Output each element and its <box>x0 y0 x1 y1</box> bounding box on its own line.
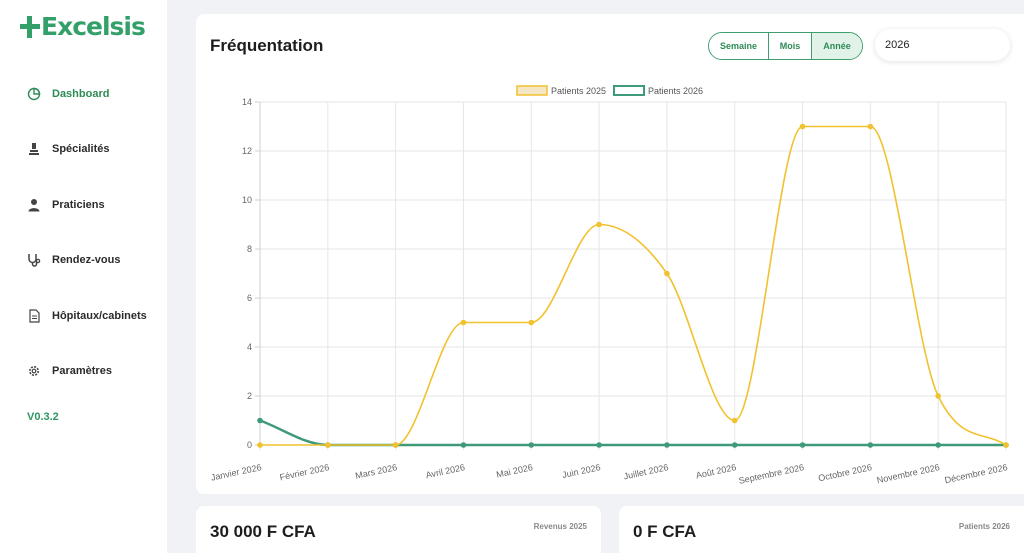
x-tick-label: Mai 2026 <box>495 462 533 479</box>
stat-value: 0 F CFA <box>633 522 697 541</box>
data-point-2026 <box>528 442 535 448</box>
sidebar-item-label: Hôpitaux/cabinets <box>52 309 147 322</box>
stat-label: Patients 2026 <box>958 522 1010 531</box>
x-tick-label: Mars 2026 <box>354 462 398 481</box>
series-line-2025 <box>260 125 1007 446</box>
sidebar-item-label: Rendez-vous <box>52 254 121 267</box>
stat-card-patients: 0 F CFA Patients 2026 <box>619 506 1024 553</box>
x-tick-label: Avril 2026 <box>425 462 466 480</box>
sidebar-item-rendez-vous[interactable]: Rendez-vous <box>0 233 167 289</box>
sidebar-nav: Dashboard Spécialités Praticiens Rendez-… <box>0 66 167 399</box>
sidebar-item-label: Paramètres <box>52 365 112 378</box>
period-button-mois[interactable]: Mois <box>769 33 812 59</box>
y-tick-label: 2 <box>247 391 252 401</box>
data-point-2025 <box>799 123 806 130</box>
x-tick-label: Juin 2026 <box>561 462 601 480</box>
app-version: V0.3.2 <box>27 411 59 423</box>
sidebar-item-label: Praticiens <box>52 198 105 211</box>
sidebar-item-parametres[interactable]: Paramètres <box>0 344 167 400</box>
stat-label: Revenus 2025 <box>533 522 587 531</box>
legend-label-2025: Patients 2025 <box>551 86 606 96</box>
logo-text: Excelsis <box>41 12 146 41</box>
app-logo[interactable]: Excelsis <box>20 12 146 41</box>
stethoscope-icon <box>26 253 41 268</box>
data-point-2025 <box>1003 442 1009 448</box>
frequentation-card: Fréquentation Semaine Mois Année 2026 0 2… <box>196 14 1024 494</box>
x-tick-label: Janvier 2026 <box>210 462 262 482</box>
y-tick-label: 8 <box>247 244 252 254</box>
series-line-2026 <box>259 419 1006 447</box>
x-tick-label: Décembre 2026 <box>944 462 1009 485</box>
stat-card-revenus: 30 000 F CFA Revenus 2025 <box>196 506 601 553</box>
frequentation-chart: 0 2 4 6 8 10 12 14 Janvier 2026 Février 2026 Mars … <box>210 85 1009 486</box>
year-select[interactable]: 2026 <box>875 29 1010 61</box>
sidebar-item-specialites[interactable]: Spécialités <box>0 122 167 178</box>
x-tick-label: Septembre 2026 <box>738 462 805 486</box>
data-point-2025 <box>528 319 535 326</box>
data-point-2025 <box>257 442 263 448</box>
x-tick-label: Novembre 2026 <box>876 462 941 485</box>
data-point-2026 <box>257 417 263 424</box>
y-tick-label: 6 <box>247 293 252 303</box>
sidebar-item-praticiens[interactable]: Praticiens <box>0 177 167 233</box>
document-icon <box>26 308 41 323</box>
data-point-2025 <box>460 319 467 326</box>
data-point-2026 <box>935 442 941 448</box>
sidebar-item-dashboard[interactable]: Dashboard <box>0 66 167 122</box>
data-point-2025 <box>325 442 331 448</box>
y-tick-label: 10 <box>242 195 252 205</box>
y-tick-label: 4 <box>247 342 252 352</box>
x-tick-label: Octobre 2026 <box>817 462 872 483</box>
x-tick-label: Août 2026 <box>695 462 737 480</box>
sidebar-item-hopitaux[interactable]: Hôpitaux/cabinets <box>0 288 167 344</box>
data-point-2026 <box>664 442 670 448</box>
pie-chart-icon <box>26 86 41 101</box>
x-tick-label: Février 2026 <box>279 462 331 482</box>
period-selector: Semaine Mois Année <box>708 32 863 60</box>
doctor-icon <box>26 197 41 212</box>
data-point-2026 <box>596 442 602 448</box>
data-point-2026 <box>799 442 806 448</box>
sidebar-item-label: Dashboard <box>52 87 110 100</box>
y-tick-label: 0 <box>247 440 252 450</box>
stat-value: 30 000 F CFA <box>210 522 316 541</box>
data-point-2025 <box>935 393 941 399</box>
x-tick-label: Juillet 2026 <box>623 462 670 481</box>
data-point-2025 <box>867 123 874 130</box>
legend-label-2026: Patients 2026 <box>648 86 703 96</box>
page-title: Fréquentation <box>210 36 324 55</box>
data-point-2025 <box>392 442 399 448</box>
gear-icon <box>26 364 41 379</box>
data-point-2025 <box>664 270 670 277</box>
period-button-annee[interactable]: Année <box>812 33 862 59</box>
data-point-2026 <box>731 442 738 448</box>
logo-plus-icon <box>20 14 40 40</box>
data-point-2026 <box>460 442 467 448</box>
microscope-icon <box>26 142 41 157</box>
sidebar: Excelsis Dashboard Spécialités Praticien… <box>0 0 167 553</box>
sidebar-item-label: Spécialités <box>52 143 110 156</box>
legend-swatch-2026 <box>613 85 645 96</box>
period-button-semaine[interactable]: Semaine <box>709 33 769 59</box>
data-point-2025 <box>596 221 602 228</box>
legend-swatch-2025 <box>516 85 548 96</box>
y-tick-label: 14 <box>242 97 252 107</box>
y-tick-label: 12 <box>242 146 252 156</box>
data-point-2025 <box>731 417 738 424</box>
data-point-2026 <box>867 442 874 448</box>
